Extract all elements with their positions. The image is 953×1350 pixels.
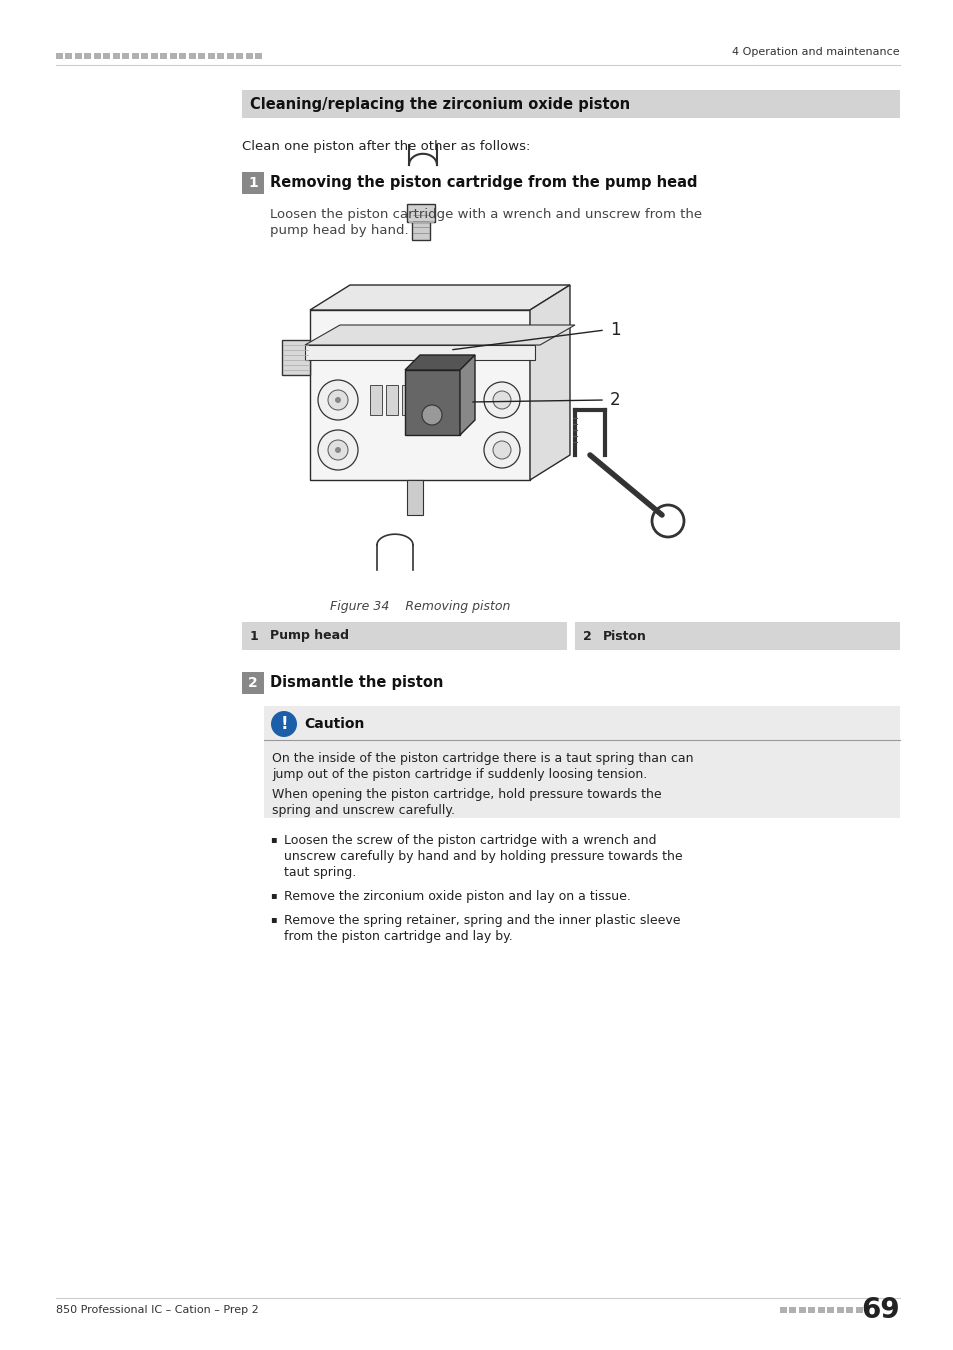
Bar	[160, 53, 168, 59]
Text: Remove the spring retainer, spring and the inner plastic sleeve: Remove the spring retainer, spring and t…	[284, 914, 679, 927]
Bar	[575, 622, 899, 649]
Circle shape	[317, 379, 357, 420]
Bar	[255, 53, 262, 59]
Bar	[405, 370, 459, 435]
Polygon shape	[405, 355, 475, 370]
Bar	[242, 672, 264, 694]
Text: ▪: ▪	[270, 914, 276, 923]
Text: Caution: Caution	[304, 717, 364, 730]
Bar	[85, 53, 91, 59]
Text: 1: 1	[609, 321, 620, 339]
Polygon shape	[530, 285, 569, 481]
Text: from the piston cartridge and lay by.: from the piston cartridge and lay by.	[284, 930, 512, 944]
Polygon shape	[459, 355, 475, 435]
Bar	[412, 211, 430, 240]
Bar	[94, 53, 101, 59]
Text: !: !	[280, 716, 288, 733]
Circle shape	[493, 441, 511, 459]
Text: Piston: Piston	[602, 629, 646, 643]
Text: ▪: ▪	[270, 890, 276, 900]
Text: Dismantle the piston: Dismantle the piston	[270, 675, 443, 690]
Bar	[407, 481, 422, 514]
Bar	[242, 171, 264, 194]
Bar	[780, 1307, 786, 1314]
Bar	[264, 706, 899, 818]
Text: spring and unscrew carefully.: spring and unscrew carefully.	[272, 805, 455, 817]
Text: pump head by hand.: pump head by hand.	[270, 224, 408, 238]
Bar	[141, 53, 149, 59]
Bar	[75, 53, 82, 59]
Bar	[242, 622, 566, 649]
Bar	[817, 1307, 824, 1314]
Text: 850 Professional IC – Cation – Prep 2: 850 Professional IC – Cation – Prep 2	[56, 1305, 258, 1315]
Bar	[170, 53, 177, 59]
Circle shape	[335, 447, 340, 454]
Bar	[836, 1307, 843, 1314]
Text: Clean one piston after the other as follows:: Clean one piston after the other as foll…	[242, 140, 530, 153]
Text: 2: 2	[582, 629, 591, 643]
Text: Cleaning/replacing the zirconium oxide piston: Cleaning/replacing the zirconium oxide p…	[250, 96, 630, 112]
Bar	[305, 346, 535, 360]
Bar	[845, 1307, 853, 1314]
Circle shape	[493, 392, 511, 409]
Bar	[122, 53, 130, 59]
Bar	[227, 53, 233, 59]
Bar	[789, 1307, 796, 1314]
Bar	[179, 53, 186, 59]
Text: Removing the piston cartridge from the pump head: Removing the piston cartridge from the p…	[270, 176, 697, 190]
Text: 2: 2	[609, 392, 620, 409]
Bar	[370, 385, 381, 414]
Bar	[56, 53, 63, 59]
Circle shape	[421, 405, 441, 425]
Bar	[198, 53, 205, 59]
Text: Loosen the piston cartridge with a wrench and unscrew from the: Loosen the piston cartridge with a wrenc…	[270, 208, 701, 221]
Bar	[246, 53, 253, 59]
Text: 1: 1	[250, 629, 258, 643]
Bar	[310, 310, 530, 481]
Circle shape	[328, 390, 348, 410]
Text: 2: 2	[248, 676, 257, 690]
Bar	[401, 385, 414, 414]
Polygon shape	[305, 325, 575, 346]
Text: Loosen the screw of the piston cartridge with a wrench and: Loosen the screw of the piston cartridge…	[284, 834, 656, 846]
Bar	[855, 1307, 862, 1314]
Bar	[132, 53, 139, 59]
Text: On the inside of the piston cartridge there is a taut spring than can: On the inside of the piston cartridge th…	[272, 752, 693, 765]
Text: 4 Operation and maintenance: 4 Operation and maintenance	[732, 47, 899, 57]
Text: When opening the piston cartridge, hold pressure towards the: When opening the piston cartridge, hold …	[272, 788, 661, 801]
Text: ▪: ▪	[270, 834, 276, 844]
Text: Pump head: Pump head	[270, 629, 349, 643]
Bar	[407, 204, 435, 221]
Bar	[66, 53, 72, 59]
Circle shape	[317, 431, 357, 470]
Bar	[208, 53, 214, 59]
Text: Figure 34    Removing piston: Figure 34 Removing piston	[330, 599, 510, 613]
Bar	[217, 53, 224, 59]
Bar	[826, 1307, 834, 1314]
Bar	[282, 340, 310, 375]
Bar	[103, 53, 111, 59]
Bar	[799, 1307, 805, 1314]
Bar	[807, 1307, 815, 1314]
Bar	[189, 53, 195, 59]
Circle shape	[328, 440, 348, 460]
Bar	[242, 90, 899, 117]
Text: 69: 69	[861, 1296, 899, 1324]
Text: unscrew carefully by hand and by holding pressure towards the: unscrew carefully by hand and by holding…	[284, 850, 682, 863]
Text: jump out of the piston cartridge if suddenly loosing tension.: jump out of the piston cartridge if sudd…	[272, 768, 646, 782]
Text: taut spring.: taut spring.	[284, 865, 355, 879]
Circle shape	[335, 397, 340, 404]
Circle shape	[483, 432, 519, 468]
Bar	[386, 385, 397, 414]
Circle shape	[271, 711, 296, 737]
Bar	[151, 53, 158, 59]
Circle shape	[483, 382, 519, 418]
Bar	[112, 53, 120, 59]
Text: Remove the zirconium oxide piston and lay on a tissue.: Remove the zirconium oxide piston and la…	[284, 890, 630, 903]
Text: 1: 1	[248, 176, 257, 190]
Bar	[236, 53, 243, 59]
Polygon shape	[310, 285, 569, 310]
